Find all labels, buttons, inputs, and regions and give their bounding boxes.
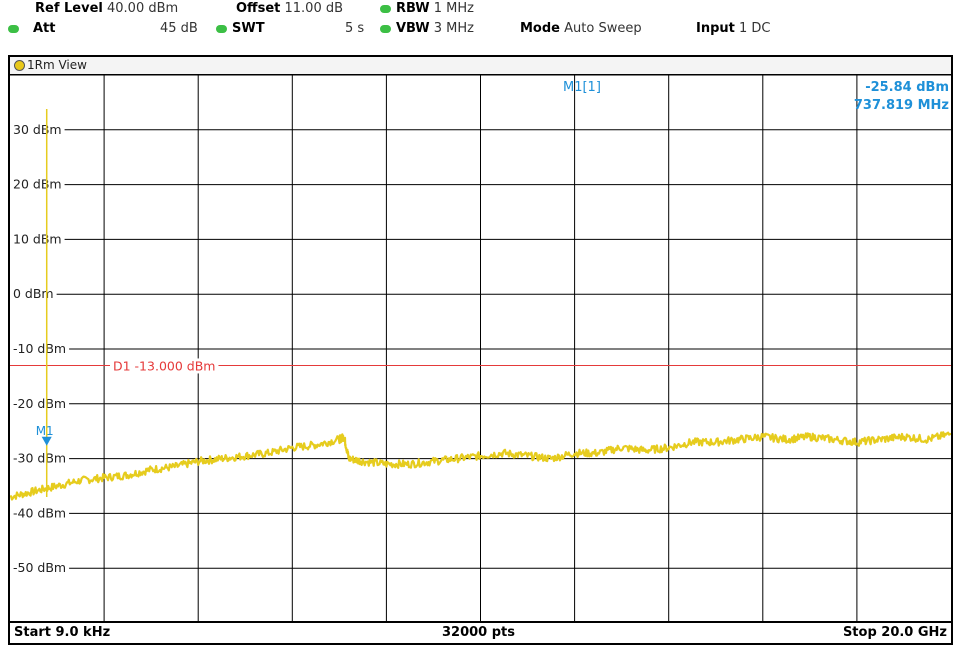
start-frequency[interactable]: Start 9.0 kHz <box>14 625 111 640</box>
input-setting[interactable]: Input 1 DC <box>696 21 771 36</box>
y-tick-label-background <box>10 120 65 138</box>
view-tab-row: 1Rm View <box>10 57 951 75</box>
rbw-status-led-icon <box>380 5 391 13</box>
swt-setting[interactable]: SWT <box>232 21 265 36</box>
y-tick-label-background <box>10 559 70 577</box>
y-tick-label: -50 dBm <box>13 560 66 575</box>
swt-value-field[interactable]: 5 s <box>345 21 364 36</box>
att-setting[interactable]: Att <box>33 21 56 36</box>
mode-setting[interactable]: Mode Auto Sweep <box>520 21 642 36</box>
vbw-status-led-icon <box>380 25 391 33</box>
mode-label: Mode <box>520 21 560 36</box>
ref-level-label: Ref Level <box>35 1 103 16</box>
y-tick-label: 20 dBm <box>13 177 62 192</box>
att-status-led-icon <box>8 25 19 33</box>
y-tick-label-background <box>10 285 57 303</box>
y-tick-label-background <box>10 394 70 412</box>
view-tab-label[interactable]: 1Rm View <box>27 58 87 72</box>
vbw-label: VBW <box>396 21 430 36</box>
y-tick-label-background <box>10 504 70 522</box>
marker-level: -25.84 dBm <box>865 80 949 95</box>
marker-frequency: 737.819 MHz <box>854 98 949 113</box>
input-value: 1 DC <box>739 21 771 36</box>
y-tick-label: 0 dBm <box>13 286 54 301</box>
y-tick-label-background <box>10 230 65 248</box>
att-value-field[interactable]: 45 dB <box>160 21 198 36</box>
vbw-value: 3 MHz <box>433 21 474 36</box>
spectrum-panel: 1Rm View 30 dBm 20 dBm 10 dBm 0 dBm -10 dBm -… <box>8 55 953 645</box>
mode-value: Auto Sweep <box>564 21 642 36</box>
y-tick-label: -10 dBm <box>13 341 66 356</box>
trace-1 <box>10 431 951 501</box>
y-tick-label: -20 dBm <box>13 396 66 411</box>
offset-value: 11.00 dB <box>284 1 344 16</box>
frequency-footer: Start 9.0 kHz 32000 pts Stop 20.0 GHz <box>10 621 951 643</box>
spectrum-plot[interactable]: 30 dBm 20 dBm 10 dBm 0 dBm -10 dBm -20 dBm -30… <box>10 75 951 623</box>
y-tick-labels: 30 dBm 20 dBm 10 dBm 0 dBm -10 dBm -20 dBm -30… <box>10 120 70 577</box>
offset-label: Offset <box>236 1 281 16</box>
rbw-setting[interactable]: RBW 1 MHz <box>396 1 474 16</box>
swt-label: SWT <box>232 21 265 36</box>
stop-frequency[interactable]: Stop 20.0 GHz <box>842 625 947 640</box>
y-tick-label-background <box>10 175 65 193</box>
instrument-settings-header: Ref Level 40.00 dBm Offset 11.00 dB RBW … <box>0 0 955 56</box>
grid-lines <box>10 75 951 623</box>
y-tick-label: -30 dBm <box>13 451 66 466</box>
display-line-label-background <box>110 358 219 374</box>
marker-label: M1[1] <box>563 80 601 95</box>
y-tick-label-background <box>10 449 70 467</box>
ref-level-value: 40.00 dBm <box>107 1 179 16</box>
marker-triangle-icon[interactable] <box>41 436 52 446</box>
offset-setting[interactable]: Offset 11.00 dB <box>236 1 343 16</box>
sweep-points[interactable]: 32000 pts <box>442 625 516 640</box>
att-label: Att <box>33 21 56 36</box>
input-label: Input <box>696 21 735 36</box>
y-tick-label-background <box>10 340 70 357</box>
trace-indicator-icon <box>14 60 25 71</box>
rbw-value: 1 MHz <box>433 1 474 16</box>
rbw-label: RBW <box>396 1 430 16</box>
y-tick-label: -40 dBm <box>13 505 66 520</box>
y-tick-label: 30 dBm <box>13 122 62 137</box>
y-tick-label: 10 dBm <box>13 231 62 246</box>
swt-value: 5 s <box>345 21 365 36</box>
marker-tag: M1 <box>36 424 54 438</box>
att-value: 45 dB <box>160 21 198 36</box>
ref-level-setting[interactable]: Ref Level 40.00 dBm <box>35 1 178 16</box>
display-line-label: D1 -13.000 dBm <box>113 358 215 373</box>
vbw-setting[interactable]: VBW 3 MHz <box>396 21 474 36</box>
swt-status-led-icon <box>216 25 227 33</box>
